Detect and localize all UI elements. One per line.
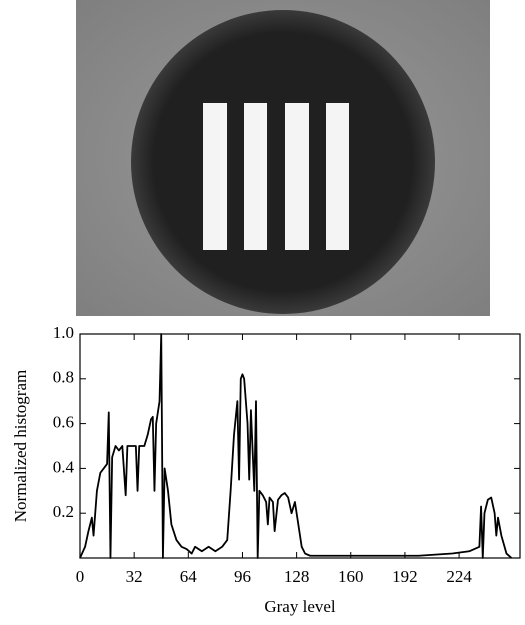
y-tick-label: 0.8 <box>53 368 74 387</box>
histogram-line <box>79 333 513 559</box>
x-tick-label: 160 <box>338 567 364 586</box>
x-tick-label: 32 <box>126 567 143 586</box>
x-axis-title: Gray level <box>264 597 336 616</box>
y-tick-label: 0.6 <box>53 413 74 432</box>
y-tick-label: 0.2 <box>53 502 74 521</box>
y-tick-label: 1.0 <box>53 323 74 342</box>
white-bar <box>244 103 267 250</box>
x-tick-label: 224 <box>446 567 472 586</box>
plot-frame <box>79 333 521 559</box>
photo <box>76 0 490 316</box>
white-bar <box>326 103 349 250</box>
x-tick-label: 192 <box>392 567 418 586</box>
x-tick-label: 128 <box>284 567 310 586</box>
y-axis-title: Normalized histogram <box>11 370 30 523</box>
x-tick-label: 0 <box>76 567 85 586</box>
y-tick-label: 0.4 <box>53 457 75 476</box>
x-tick-label: 64 <box>180 567 198 586</box>
white-bar <box>203 103 227 250</box>
white-bar <box>285 103 309 250</box>
x-tick-label: 96 <box>234 567 251 586</box>
dark-disc <box>131 10 435 314</box>
